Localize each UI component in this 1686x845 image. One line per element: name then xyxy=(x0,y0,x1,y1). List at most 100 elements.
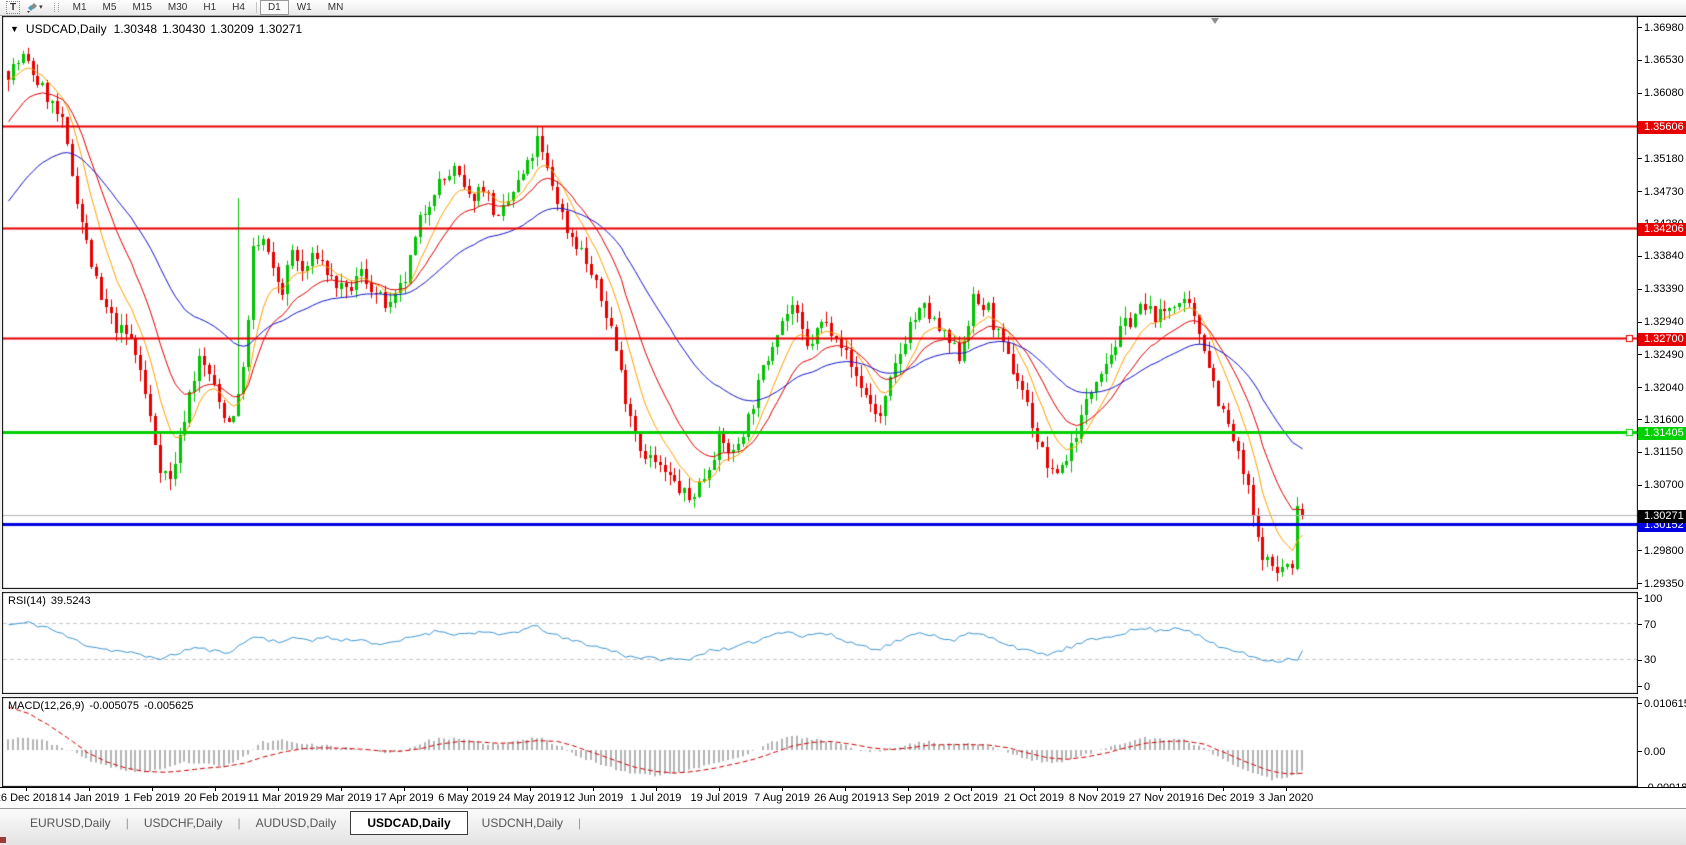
tab-usdcnh-daily[interactable]: USDCNH,Daily xyxy=(481,816,564,830)
ohlc-values: 1.30348 1.30430 1.30209 1.30271 xyxy=(114,22,303,36)
tab-separator: | xyxy=(125,816,129,830)
date-label: 26 Dec 2018 xyxy=(0,792,58,804)
axis-tick-mark xyxy=(1638,659,1642,661)
rsi-indicator-name: RSI(14) xyxy=(8,595,46,607)
price-chart-canvas[interactable] xyxy=(2,16,1638,589)
date-label: 1 Feb 2019 xyxy=(124,792,180,804)
price-tick-label: 1.34730 xyxy=(1638,185,1684,198)
price-tick-label: 1.31150 xyxy=(1638,446,1683,459)
date-tick-mark xyxy=(971,788,972,791)
timeframe-button-w1[interactable]: W1 xyxy=(296,2,312,13)
price-axis[interactable]: 1.369801.365301.360801.356301.351801.347… xyxy=(1638,16,1686,794)
rsi-axis-label: 70 xyxy=(1638,618,1656,631)
timeframe-button-h4[interactable]: H4 xyxy=(232,2,245,13)
date-tick-mark xyxy=(1097,788,1098,791)
date-label: 27 Nov 2019 xyxy=(1128,792,1192,804)
timeframe-button-mn[interactable]: MN xyxy=(327,2,344,13)
price-level-label: 1.32700 xyxy=(1638,333,1686,347)
tab-usdchf-daily[interactable]: USDCHF,Daily xyxy=(143,816,223,830)
macd-indicator-name: MACD(12,26,9) xyxy=(8,700,85,712)
close-value: 1.30271 xyxy=(258,22,303,36)
axis-tick-mark xyxy=(1638,158,1642,160)
price-level-label: 1.34206 xyxy=(1638,223,1686,237)
price-tick-label: 1.31600 xyxy=(1638,413,1684,426)
date-label: 24 May 2019 xyxy=(498,792,562,804)
toolbar-separator xyxy=(53,3,59,12)
price-tick-label: 1.36980 xyxy=(1638,21,1684,34)
tab-usdcad-daily[interactable]: USDCAD,Daily xyxy=(350,811,468,835)
date-tick-mark xyxy=(152,788,153,791)
axis-tick-mark xyxy=(1638,686,1642,687)
date-tick-mark xyxy=(26,788,27,791)
axis-tick-mark xyxy=(1638,751,1642,752)
date-tick-mark xyxy=(1034,788,1035,791)
time-axis[interactable]: 26 Dec 2018 14 Jan 2019 1 Feb 2019 20 Feb 2… xyxy=(0,787,1686,808)
timeframe-button-m30[interactable]: M30 xyxy=(167,2,188,13)
date-label: 7 Aug 2019 xyxy=(754,792,810,804)
date-tick-mark xyxy=(530,788,531,791)
date-tick-mark xyxy=(593,788,594,791)
macd-signal-value: -0.005625 xyxy=(143,700,194,712)
date-label: 20 Feb 2019 xyxy=(184,792,246,804)
rsi-axis-label: 100 xyxy=(1638,592,1662,605)
timeframe-button-m5[interactable]: M5 xyxy=(102,2,117,13)
chart-shift-marker[interactable] xyxy=(1211,18,1219,24)
date-tick-mark xyxy=(89,788,90,791)
price-tick-label: 1.36530 xyxy=(1638,54,1684,67)
macd-label: MACD(12,26,9) -0.005075 -0.005625 xyxy=(8,700,194,712)
date-label: 19 Jul 2019 xyxy=(690,792,748,804)
date-tick-mark xyxy=(278,788,279,791)
price-panel: ▼ USDCAD,Daily 1.30348 1.30430 1.30209 1… xyxy=(2,16,1638,589)
date-tick-mark xyxy=(1223,788,1224,791)
tab-eurusd-daily[interactable]: EURUSD,Daily xyxy=(30,816,111,830)
macd-panel: MACD(12,26,9) -0.005075 -0.005625 xyxy=(2,697,1638,787)
date-tick-mark xyxy=(1286,788,1287,791)
rsi-axis-label: 30 xyxy=(1638,654,1656,667)
macd-main-value: -0.005075 xyxy=(89,700,139,712)
text-tool-button[interactable]: T xyxy=(6,1,21,14)
open-value: 1.30348 xyxy=(113,22,157,36)
date-tick-mark xyxy=(908,788,909,791)
date-label: 2 Oct 2019 xyxy=(944,792,998,804)
tab-separator: | xyxy=(237,816,241,830)
price-tick-label: 1.29350 xyxy=(1638,577,1684,590)
symbol-label: USDCAD,Daily xyxy=(25,22,107,36)
axis-tick-mark xyxy=(1638,321,1642,323)
date-label: 17 Apr 2019 xyxy=(374,792,434,804)
price-tick-label: 1.35180 xyxy=(1638,152,1684,165)
tab-audusd-daily[interactable]: AUDUSD,Daily xyxy=(255,816,337,830)
timeframe-button-m15[interactable]: M15 xyxy=(132,2,152,13)
date-label: 29 Mar 2019 xyxy=(310,792,372,804)
timeframe-button-d1[interactable]: D1 xyxy=(259,0,289,15)
timeframe-group-separator xyxy=(255,2,257,13)
date-tick-mark xyxy=(782,788,783,791)
date-label: 13 Sep 2019 xyxy=(876,792,940,804)
axis-tick-mark xyxy=(1638,191,1642,193)
timeframe-button-h1[interactable]: H1 xyxy=(203,2,217,13)
rsi-chart-canvas[interactable] xyxy=(2,592,1638,694)
date-label: 21 Oct 2019 xyxy=(1004,792,1064,804)
date-tick-mark xyxy=(845,788,846,791)
axis-tick-mark xyxy=(1638,598,1642,599)
low-value: 1.30209 xyxy=(210,22,254,36)
price-tick-label: 1.29800 xyxy=(1638,544,1684,557)
collapse-chart-icon[interactable]: ▼ xyxy=(10,23,19,34)
date-tick-mark xyxy=(215,788,216,791)
price-tick-label: 1.30700 xyxy=(1638,479,1684,492)
price-tick-label: 1.33390 xyxy=(1638,283,1684,296)
colors-icon xyxy=(26,2,38,13)
axis-tick-mark xyxy=(1638,255,1642,257)
timeframe-button-m1[interactable]: M1 xyxy=(72,2,87,13)
axis-tick-mark xyxy=(1638,419,1642,421)
rsi-panel: RSI(14) 39.5243 xyxy=(2,592,1638,694)
colors-tool-button[interactable]: ▾ xyxy=(22,1,47,14)
date-label: 8 Nov 2019 xyxy=(1068,792,1126,804)
window-corner-chip xyxy=(0,837,6,843)
macd-chart-canvas[interactable] xyxy=(2,697,1638,787)
current-price-label: 1.30271 xyxy=(1638,509,1686,523)
timeframe-group: M1 M5 M15 M30 H1 H4 D1 W1 MN xyxy=(65,0,352,15)
price-tick-label: 1.36080 xyxy=(1638,87,1684,100)
axis-tick-mark xyxy=(1638,354,1642,356)
date-tick-mark xyxy=(719,788,720,791)
